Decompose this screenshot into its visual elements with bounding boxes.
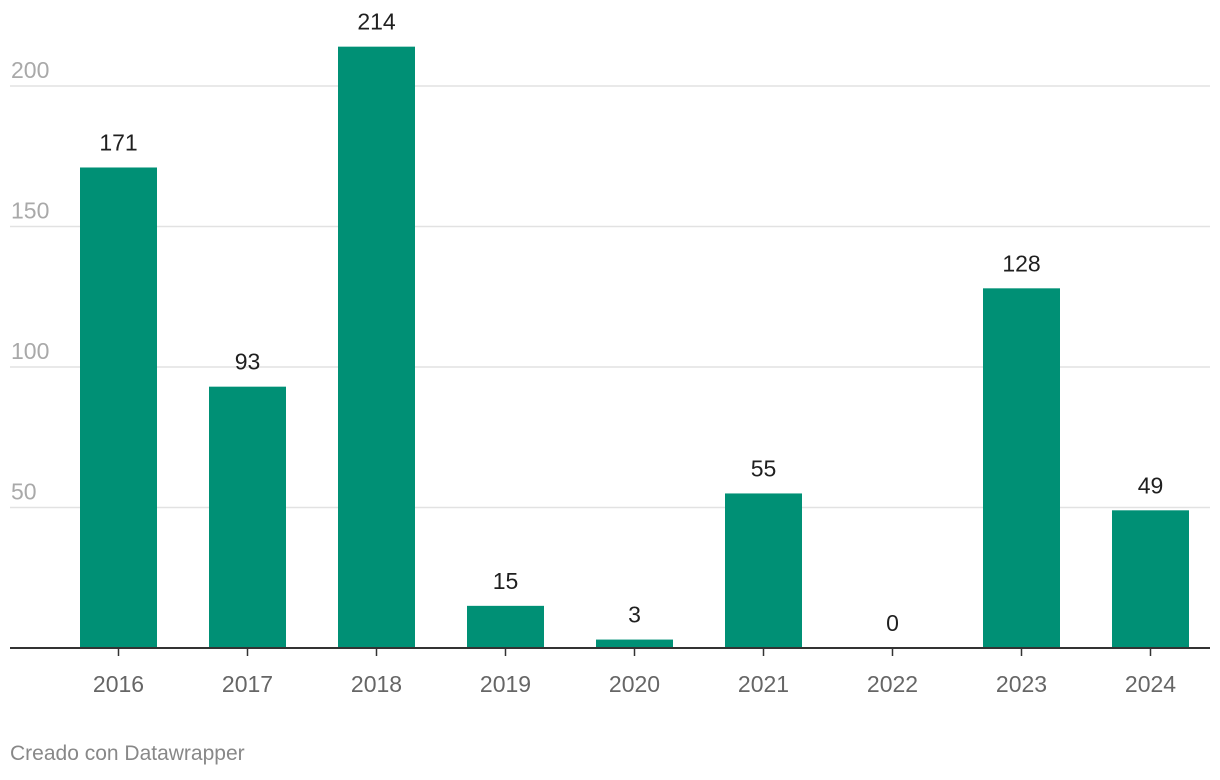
data-label: 49 (1138, 472, 1164, 498)
y-tick-label: 200 (11, 57, 49, 83)
x-tick-label: 2022 (867, 671, 918, 697)
data-label: 93 (235, 349, 261, 375)
x-tick-label: 2017 (222, 671, 273, 697)
data-label: 214 (357, 9, 396, 35)
y-tick-label: 100 (11, 338, 49, 364)
x-tick-label: 2020 (609, 671, 660, 697)
bar (983, 288, 1060, 648)
y-tick-label: 150 (11, 198, 49, 224)
bar (725, 493, 802, 648)
bar (1112, 510, 1189, 648)
x-tick-label: 2018 (351, 671, 402, 697)
x-tick-label: 2019 (480, 671, 531, 697)
bar (338, 46, 415, 649)
bar (209, 386, 286, 648)
data-labels: 171 93 214 15 3 55 0 128 49 (99, 9, 1163, 636)
data-label: 3 (628, 602, 641, 628)
data-label: 55 (751, 455, 777, 481)
x-axis: 2016 2017 2018 2019 2020 2021 2022 2023 2024 (93, 648, 1176, 697)
data-label: 0 (886, 610, 899, 636)
x-tick-label: 2024 (1125, 671, 1176, 697)
data-label: 171 (99, 129, 137, 155)
bars (80, 46, 1189, 649)
data-label: 128 (1002, 250, 1040, 276)
bar (467, 605, 544, 648)
bar (80, 167, 157, 649)
data-label: 15 (493, 568, 519, 594)
y-tick-label: 50 (11, 479, 37, 505)
x-tick-label: 2016 (93, 671, 144, 697)
bar (596, 639, 673, 648)
x-tick-label: 2021 (738, 671, 789, 697)
y-axis-tick-labels: 50 100 150 200 (11, 57, 49, 505)
x-tick-label: 2023 (996, 671, 1047, 697)
credit-text: Creado con Datawrapper (10, 742, 245, 765)
